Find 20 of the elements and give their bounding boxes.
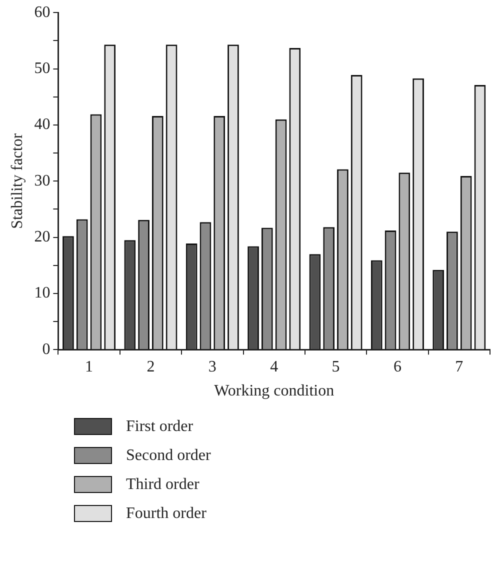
y-axis-title: Stability factor [8,132,26,229]
x-tick-label: 7 [455,358,464,376]
y-tick-label: 50 [34,60,50,77]
legend-label: Second order [126,446,211,464]
y-tick-label: 60 [34,4,50,21]
x-tick-label: 4 [270,358,278,376]
x-tick-label: 2 [146,358,155,376]
y-tick-label: 20 [34,228,50,246]
legend-label: Fourth order [126,504,206,522]
legend-label: First order [126,418,194,436]
y-tick-label: 30 [34,172,50,190]
x-tick-label: 3 [208,358,216,376]
y-tick-label: 0 [42,340,50,358]
x-tick-label: 6 [393,358,402,376]
y-tick-label: 10 [34,284,50,302]
x-tick-label: 5 [332,358,340,376]
x-axis-title: Working condition [214,382,334,400]
y-tick-label: 40 [34,116,50,134]
x-tick-label: 1 [85,358,94,376]
legend-label: Third order [126,476,200,494]
